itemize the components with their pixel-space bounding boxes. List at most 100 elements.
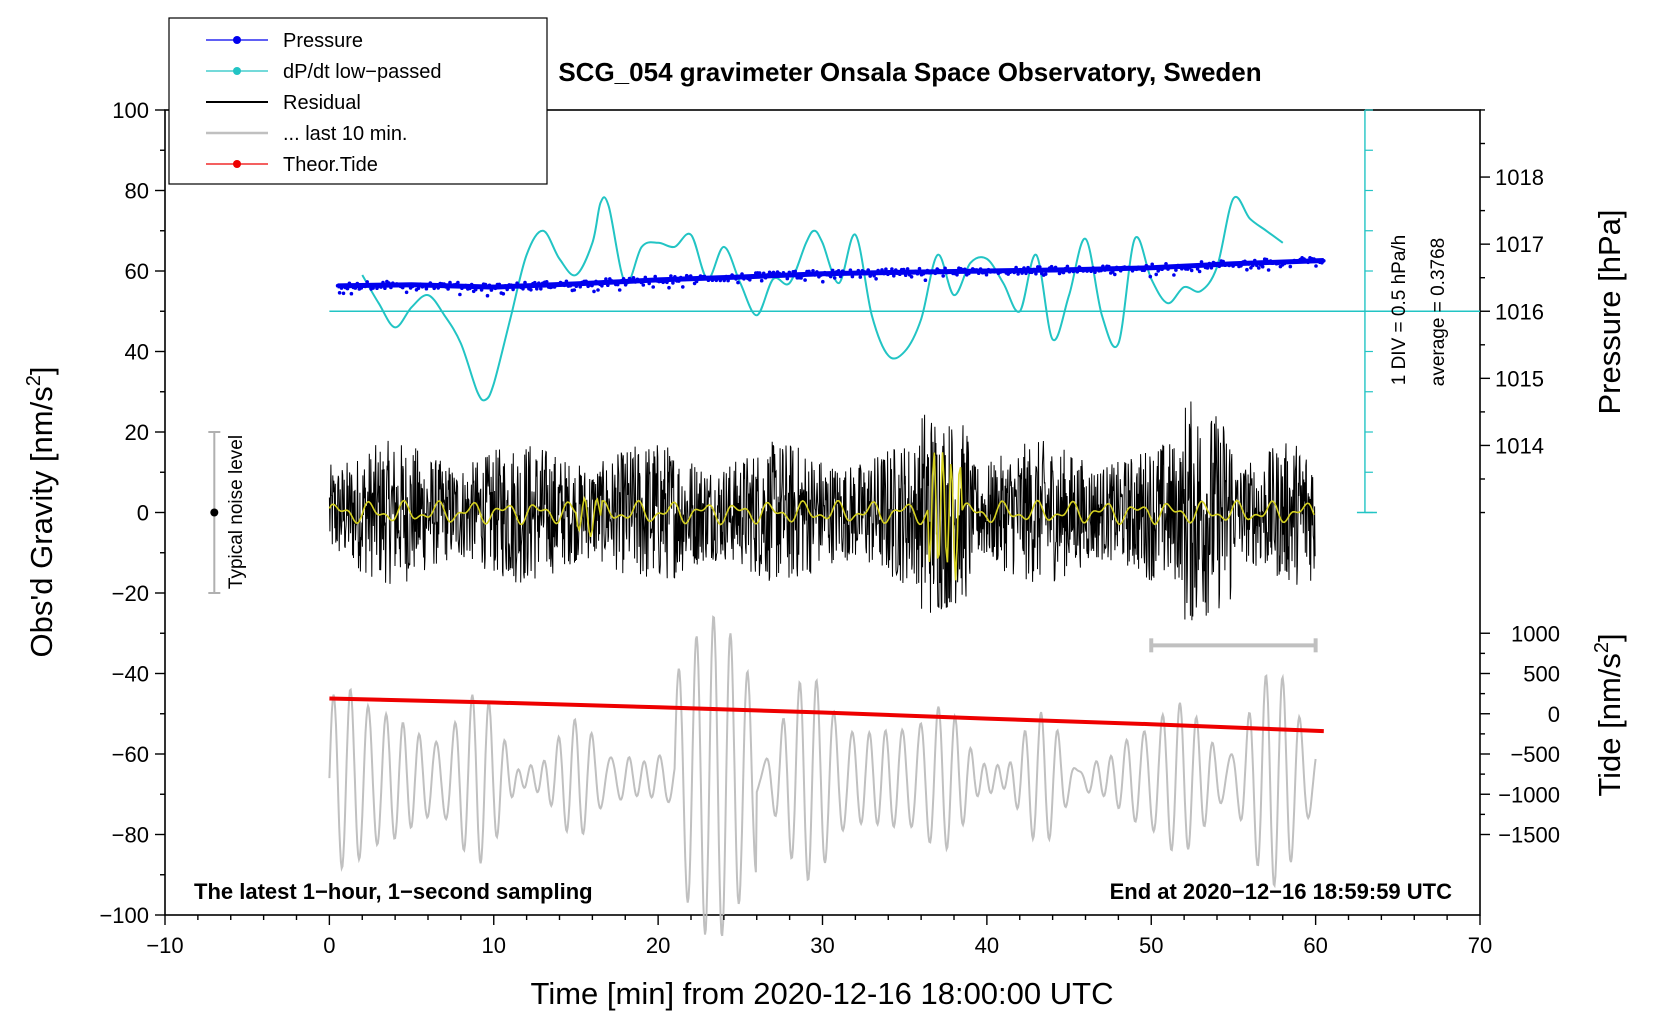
pressure-point bbox=[1091, 266, 1095, 270]
x-tick-label: 10 bbox=[482, 933, 506, 958]
pressure-point bbox=[1286, 259, 1291, 264]
pressure-point bbox=[1260, 264, 1265, 269]
pressure-point bbox=[858, 275, 863, 279]
pressure-point bbox=[884, 267, 888, 272]
pressure-point bbox=[669, 274, 673, 278]
y-tick-label: 40 bbox=[125, 340, 149, 365]
pressure-point bbox=[381, 280, 385, 285]
legend-label-residual: Residual bbox=[283, 92, 361, 114]
pressure-point bbox=[1018, 267, 1022, 272]
pressure-point bbox=[921, 272, 926, 276]
pressure-point bbox=[1111, 270, 1115, 274]
x-tick-label: 20 bbox=[646, 933, 670, 958]
pressure-point bbox=[850, 274, 855, 279]
pressure-point bbox=[1024, 271, 1028, 276]
pressure-point bbox=[793, 269, 797, 274]
pressure-point bbox=[539, 287, 543, 291]
y-tick-label: 20 bbox=[125, 420, 149, 445]
pressure-point bbox=[426, 284, 431, 288]
pressure-point bbox=[365, 280, 370, 284]
pressure-point bbox=[830, 268, 835, 273]
pressure-point bbox=[1043, 272, 1048, 276]
pressure-point bbox=[696, 276, 701, 281]
y-tick-label: −80 bbox=[112, 823, 149, 848]
pressure-point bbox=[503, 284, 508, 288]
pressure-point bbox=[1243, 259, 1247, 264]
pressure-point bbox=[667, 285, 671, 290]
end-time-note: End at 2020−12−16 18:59:59 UTC bbox=[1110, 879, 1453, 904]
axes-layer: −10 0 10 20 30 40 50 60 70−100−80−60−40−20020406… bbox=[99, 98, 1560, 958]
pressure-point bbox=[448, 280, 452, 285]
series-dpdt-line bbox=[361, 195, 1284, 402]
pressure-point bbox=[872, 273, 876, 278]
pressure-point bbox=[923, 278, 928, 283]
pressure-point bbox=[602, 280, 606, 284]
pressure-point bbox=[1288, 264, 1293, 269]
pressure-point bbox=[468, 286, 472, 291]
pressure-point bbox=[387, 281, 391, 285]
pressure-point bbox=[1164, 262, 1168, 266]
pressure-point bbox=[740, 272, 744, 276]
pressure-point bbox=[600, 284, 604, 288]
pressure-point bbox=[757, 271, 762, 275]
pressure-point bbox=[631, 276, 636, 280]
pressure-point bbox=[479, 288, 484, 292]
pressure-point bbox=[1016, 272, 1020, 276]
pressure-point bbox=[752, 274, 756, 279]
legend-entry-tide: Theor.Tide bbox=[206, 154, 378, 176]
pressure-point bbox=[832, 276, 837, 280]
pressure-point bbox=[649, 278, 653, 283]
x-tick-label: 50 bbox=[1139, 933, 1163, 958]
pressure-point bbox=[714, 278, 719, 283]
pressure-point bbox=[1253, 258, 1257, 263]
pressure-point bbox=[761, 271, 766, 276]
pressure-point bbox=[905, 267, 910, 271]
pressure-point bbox=[424, 286, 429, 291]
tide-tick-label: 500 bbox=[1523, 662, 1560, 687]
y-tick-label: 100 bbox=[112, 98, 149, 123]
pressure-point bbox=[941, 274, 945, 278]
pressure-point bbox=[813, 273, 817, 277]
pressure-point bbox=[880, 268, 884, 272]
legend: Pressure dP/dt low−passed Residual ... l… bbox=[168, 17, 548, 185]
pressure-point bbox=[529, 288, 533, 292]
pressure-point bbox=[1162, 264, 1166, 269]
pressure-point bbox=[1101, 264, 1105, 269]
pressure-point bbox=[763, 275, 768, 280]
pressure-point bbox=[511, 287, 515, 292]
pressure-point bbox=[1201, 262, 1206, 267]
pressure-point bbox=[523, 280, 527, 285]
pressure-point bbox=[442, 282, 446, 286]
pressure-point bbox=[716, 276, 721, 280]
pressure-point bbox=[1235, 261, 1239, 266]
pressure-point bbox=[645, 278, 650, 282]
pressure-point bbox=[422, 284, 427, 288]
pressure-point bbox=[673, 275, 677, 279]
pressure-point bbox=[811, 269, 815, 273]
pressure-point bbox=[799, 276, 803, 280]
pressure-point bbox=[501, 292, 506, 296]
pressure-point bbox=[1207, 261, 1212, 266]
pressure-point bbox=[606, 283, 610, 288]
pressure-point bbox=[874, 277, 878, 281]
y-tick-label: 60 bbox=[125, 259, 149, 284]
pressure-point bbox=[917, 266, 922, 271]
pressure-point bbox=[418, 282, 423, 287]
pressure-point bbox=[1215, 261, 1220, 266]
pressure-point bbox=[738, 275, 742, 279]
y-tick-label: 0 bbox=[137, 501, 149, 526]
pressure-point bbox=[1266, 268, 1271, 272]
pressure-point bbox=[625, 280, 630, 284]
tide-tick-label: 1000 bbox=[1511, 621, 1560, 646]
pressure-point bbox=[367, 283, 372, 288]
pressure-point bbox=[521, 287, 525, 291]
tide-tick-label: −1500 bbox=[1498, 823, 1560, 848]
pressure-point bbox=[866, 268, 870, 272]
pressure-point bbox=[1170, 265, 1174, 270]
pressure-point bbox=[915, 271, 920, 276]
x-axis-label: Time [min] from 2020-12-16 18:00:00 UTC bbox=[531, 976, 1114, 1011]
pressure-point bbox=[430, 282, 435, 287]
pressure-point bbox=[590, 283, 594, 288]
pressure-point bbox=[821, 279, 825, 284]
pressure-point bbox=[909, 275, 914, 279]
